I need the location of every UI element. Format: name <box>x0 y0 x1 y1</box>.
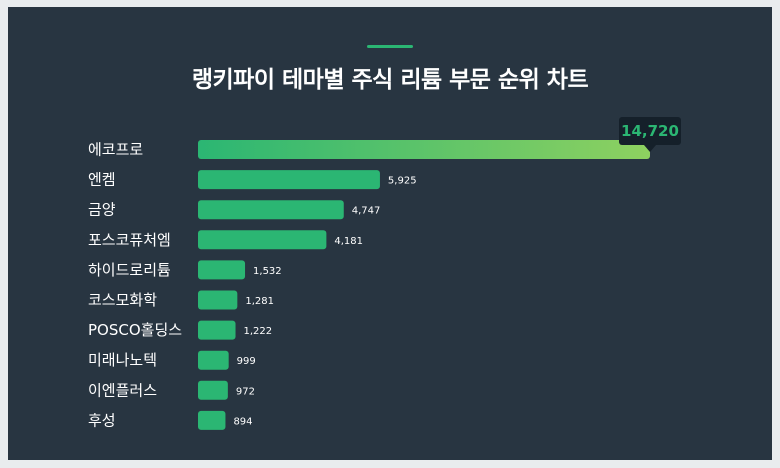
data-label: 1,532 <box>253 266 282 277</box>
bar <box>198 260 246 280</box>
data-label: 4,747 <box>352 206 381 217</box>
data-label: 5,925 <box>388 176 417 187</box>
data-label: 14,720 <box>621 122 679 140</box>
category-label: 에코프로 <box>88 141 143 159</box>
data-label: 999 <box>237 356 256 367</box>
chart-card <box>8 7 772 460</box>
value-callout-box <box>619 117 681 145</box>
category-label: 코스모화학 <box>88 291 157 309</box>
data-label: 972 <box>236 386 255 397</box>
value-callout-pointer <box>644 145 656 152</box>
bar <box>198 380 228 400</box>
category-label: 엔켐 <box>88 171 116 189</box>
bar <box>198 410 226 430</box>
bar <box>198 200 344 220</box>
category-label: POSCO홀딩스 <box>88 321 182 339</box>
category-label: 포스코퓨처엠 <box>88 231 171 249</box>
category-label: 이엔플러스 <box>88 381 157 399</box>
bar <box>198 170 380 190</box>
chart-title: 랭키파이 테마별 주식 리튬 부문 순위 차트 <box>191 67 589 93</box>
data-label: 1,222 <box>244 326 273 337</box>
data-label: 4,181 <box>334 236 363 247</box>
category-label: 하이드로리튬 <box>88 261 171 279</box>
bar <box>198 350 229 370</box>
category-label: 후성 <box>88 411 116 429</box>
bar <box>198 320 236 340</box>
bar <box>198 140 650 159</box>
data-label: 894 <box>233 416 252 427</box>
category-label: 미래나노텍 <box>88 351 157 369</box>
bar <box>198 290 238 310</box>
category-label: 금양 <box>88 201 116 219</box>
title-accent-line <box>367 45 413 48</box>
bar <box>198 230 327 250</box>
data-label: 1,281 <box>245 296 274 307</box>
